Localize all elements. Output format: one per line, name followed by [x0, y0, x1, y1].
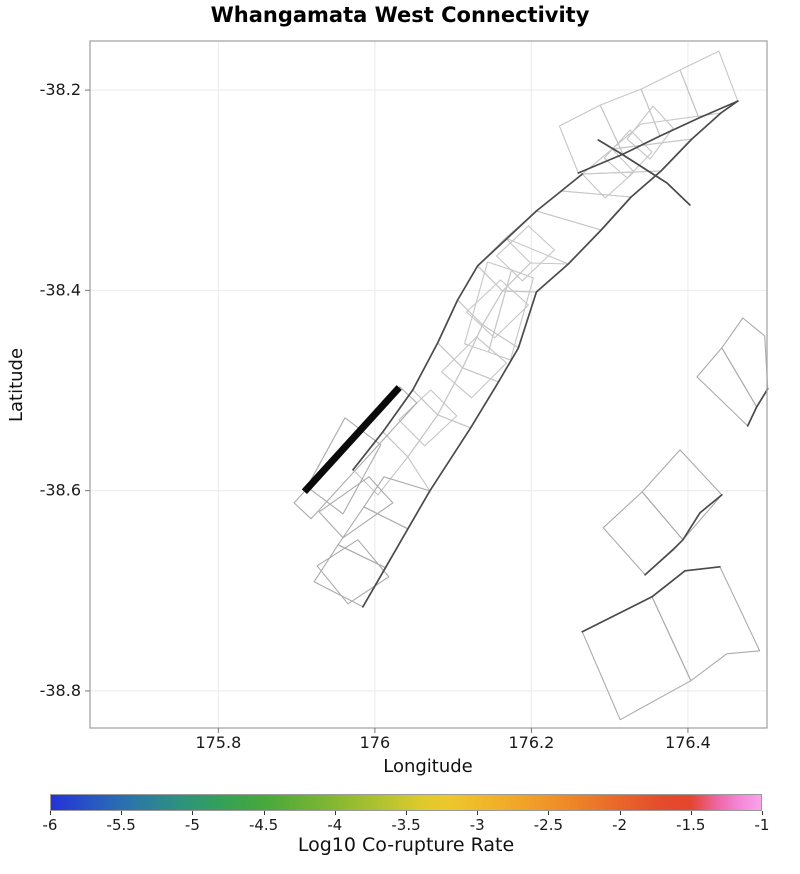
- y-tick-label: -38.8: [40, 681, 81, 700]
- fault-patch: [441, 336, 508, 399]
- x-tick-label: 176.2: [509, 733, 555, 752]
- x-tick-label: 175.8: [195, 733, 241, 752]
- fault-patch: [696, 347, 758, 427]
- colorbar-tick-mark: [762, 811, 763, 815]
- colorbar-tick-label: -1.5: [676, 816, 706, 834]
- fault-patch: [398, 389, 458, 447]
- fault-patches: [293, 50, 769, 721]
- x-axis-ticks: 175.8 176 176.2 176.4: [195, 728, 711, 752]
- colorbar-tick-mark: [50, 811, 51, 815]
- colorbar-tick-mark: [406, 811, 407, 815]
- colorbar-tick-mark: [690, 811, 692, 815]
- fault-trace: [644, 494, 723, 576]
- fault-trace: [597, 139, 691, 206]
- colorbar-tick-mark: [263, 811, 265, 815]
- colorbar-tick-label: -3.5: [391, 816, 421, 834]
- colorbar-tick-label: -4.5: [248, 816, 279, 834]
- y-tick-label: -38.4: [40, 280, 81, 299]
- fault-patch: [316, 539, 390, 605]
- colorbar-tick-label: -5.5: [106, 816, 136, 834]
- colorbar-tick-mark: [477, 811, 479, 815]
- colorbar-area: -6 -5.5 -5 -4.5 -4 -3.5 -3 -2.5 -2 -1.5 -1 Log10 C…: [0, 786, 800, 874]
- fault-patch: [306, 417, 382, 515]
- colorbar-tick-mark: [548, 811, 550, 815]
- colorbar-label: Log10 Co-rupture Rate: [297, 834, 515, 856]
- colorbar-tick-mark: [192, 811, 194, 815]
- fault-patch: [626, 105, 674, 160]
- fault-patch: [640, 69, 700, 137]
- fault-patch: [501, 262, 569, 293]
- fault-patch: [495, 225, 555, 282]
- y-axis-label: Latitude: [6, 348, 27, 422]
- fault-traces: [352, 100, 769, 633]
- colorbar-tick-mark: [334, 811, 336, 815]
- x-axis-label: Longitude: [383, 756, 473, 777]
- colorbar-tick-label: -5: [184, 816, 200, 834]
- highlighted-fault-segment: [301, 385, 402, 495]
- fault-patch: [581, 596, 692, 721]
- colorbar-tick-label: -1: [754, 816, 770, 834]
- fault-patch: [466, 279, 529, 339]
- fault-patch: [558, 104, 624, 174]
- plot-frame: [89, 40, 768, 729]
- fault-patch: [437, 299, 484, 369]
- colorbar-tick-label: -6: [42, 816, 58, 834]
- y-tick-label: -38.2: [40, 80, 81, 99]
- y-axis-ticks: -38.2 -38.4 -38.6 -38.8: [40, 80, 90, 700]
- fault-trace: [581, 565, 721, 633]
- fault-trace: [746, 388, 769, 427]
- fault-patch: [337, 506, 409, 569]
- fault-trace: [362, 100, 739, 608]
- fault-patch: [363, 476, 431, 530]
- fault-patch: [603, 129, 653, 179]
- fault-patch: [721, 317, 769, 408]
- fault-trace: [352, 173, 584, 471]
- fault-patch: [407, 414, 472, 492]
- colorbar-tick-mark: [619, 811, 621, 815]
- colorbar-tick-label: -4: [327, 816, 343, 834]
- x-tick-label: 176.4: [665, 733, 711, 752]
- colorbar-gradient: [50, 794, 762, 811]
- x-tick-label: 176: [360, 733, 391, 752]
- fault-patch: [293, 386, 418, 520]
- colorbar-tick-label: -3: [469, 816, 485, 834]
- fault-patch: [504, 210, 602, 265]
- fault-patch: [535, 190, 632, 231]
- fault-patch: [602, 491, 684, 576]
- colorbar-tick-label: -2.5: [533, 816, 564, 834]
- chart-title: Whangamata West Connectivity: [211, 3, 590, 27]
- colorbar-tick-mark: [121, 811, 123, 815]
- gridlines: [90, 41, 767, 728]
- y-tick-label: -38.6: [40, 481, 81, 500]
- fault-patch: [318, 476, 394, 539]
- highlighted-fault-segment-line: [301, 385, 402, 495]
- fault-patch: [641, 449, 723, 541]
- fault-patch: [412, 342, 464, 416]
- map-plot: Whangamata West Connectivity 175.8 176 176…: [6, 3, 769, 777]
- fault-patch: [457, 265, 504, 326]
- colorbar-tick-label: -2: [612, 816, 628, 834]
- fault-trace: [577, 100, 739, 174]
